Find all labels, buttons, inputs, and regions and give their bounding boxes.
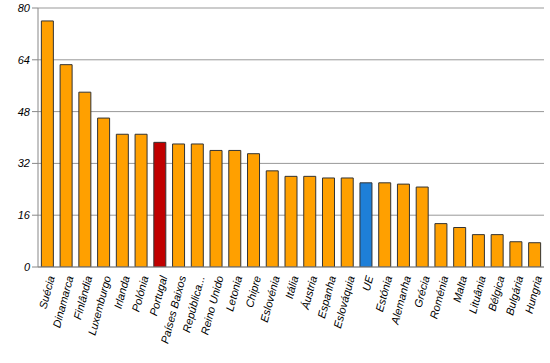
svg-text:Suécia: Suécia xyxy=(37,274,57,310)
svg-text:Chipre: Chipre xyxy=(243,274,263,308)
svg-text:Eslováquia: Eslováquia xyxy=(331,274,357,329)
svg-text:Polónia: Polónia xyxy=(129,274,150,313)
svg-text:64: 64 xyxy=(18,54,30,66)
svg-text:Bulgária: Bulgária xyxy=(503,274,526,317)
svg-text:Lituânia: Lituânia xyxy=(466,274,488,314)
svg-text:República...: República... xyxy=(180,274,207,334)
svg-text:Áustria: Áustria xyxy=(299,274,320,311)
svg-text:Estónia: Estónia xyxy=(373,274,394,313)
svg-text:48: 48 xyxy=(18,106,31,118)
svg-text:Espanha: Espanha xyxy=(315,274,338,320)
svg-text:Reino Unido: Reino Unido xyxy=(198,274,225,336)
svg-text:Bélgica: Bélgica xyxy=(486,274,507,312)
svg-text:Luxemburgo: Luxemburgo xyxy=(86,274,113,336)
svg-text:Hungria: Hungria xyxy=(523,274,542,314)
svg-text:Letonia: Letonia xyxy=(223,274,244,312)
svg-text:Roménia: Roménia xyxy=(427,274,450,320)
svg-text:Irlanda: Irlanda xyxy=(112,274,132,310)
svg-text:Alemanha: Alemanha xyxy=(388,274,413,326)
svg-text:Dinamarca: Dinamarca xyxy=(50,274,75,328)
svg-text:Itália: Itália xyxy=(283,274,301,300)
svg-text:Grécia: Grécia xyxy=(412,274,432,308)
svg-text:Eslovénia: Eslovénia xyxy=(258,274,282,323)
svg-text:0: 0 xyxy=(24,261,31,273)
svg-text:UE: UE xyxy=(360,274,376,293)
svg-text:Finlândia: Finlândia xyxy=(71,274,95,321)
svg-text:32: 32 xyxy=(18,157,30,169)
svg-text:Países Baixos: Países Baixos xyxy=(158,274,188,345)
svg-text:16: 16 xyxy=(18,209,31,221)
svg-text:80: 80 xyxy=(18,2,31,14)
svg-text:Malta: Malta xyxy=(451,274,470,303)
svg-text:Portugal: Portugal xyxy=(147,274,170,318)
